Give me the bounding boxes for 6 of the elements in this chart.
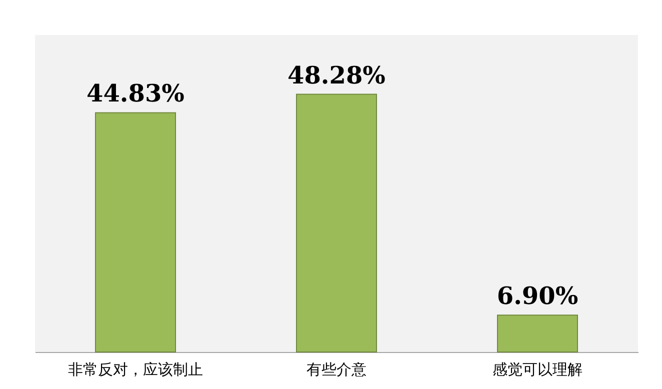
- x-tick-label: 感觉可以理解: [492, 360, 582, 378]
- data-label: 48.28%: [288, 60, 386, 90]
- data-label: 44.83%: [86, 78, 185, 108]
- x-tick-label: 非常反对，应该制止: [68, 360, 203, 378]
- x-tick-label: 有些介意: [306, 360, 366, 378]
- data-label: 6.90%: [496, 281, 578, 310]
